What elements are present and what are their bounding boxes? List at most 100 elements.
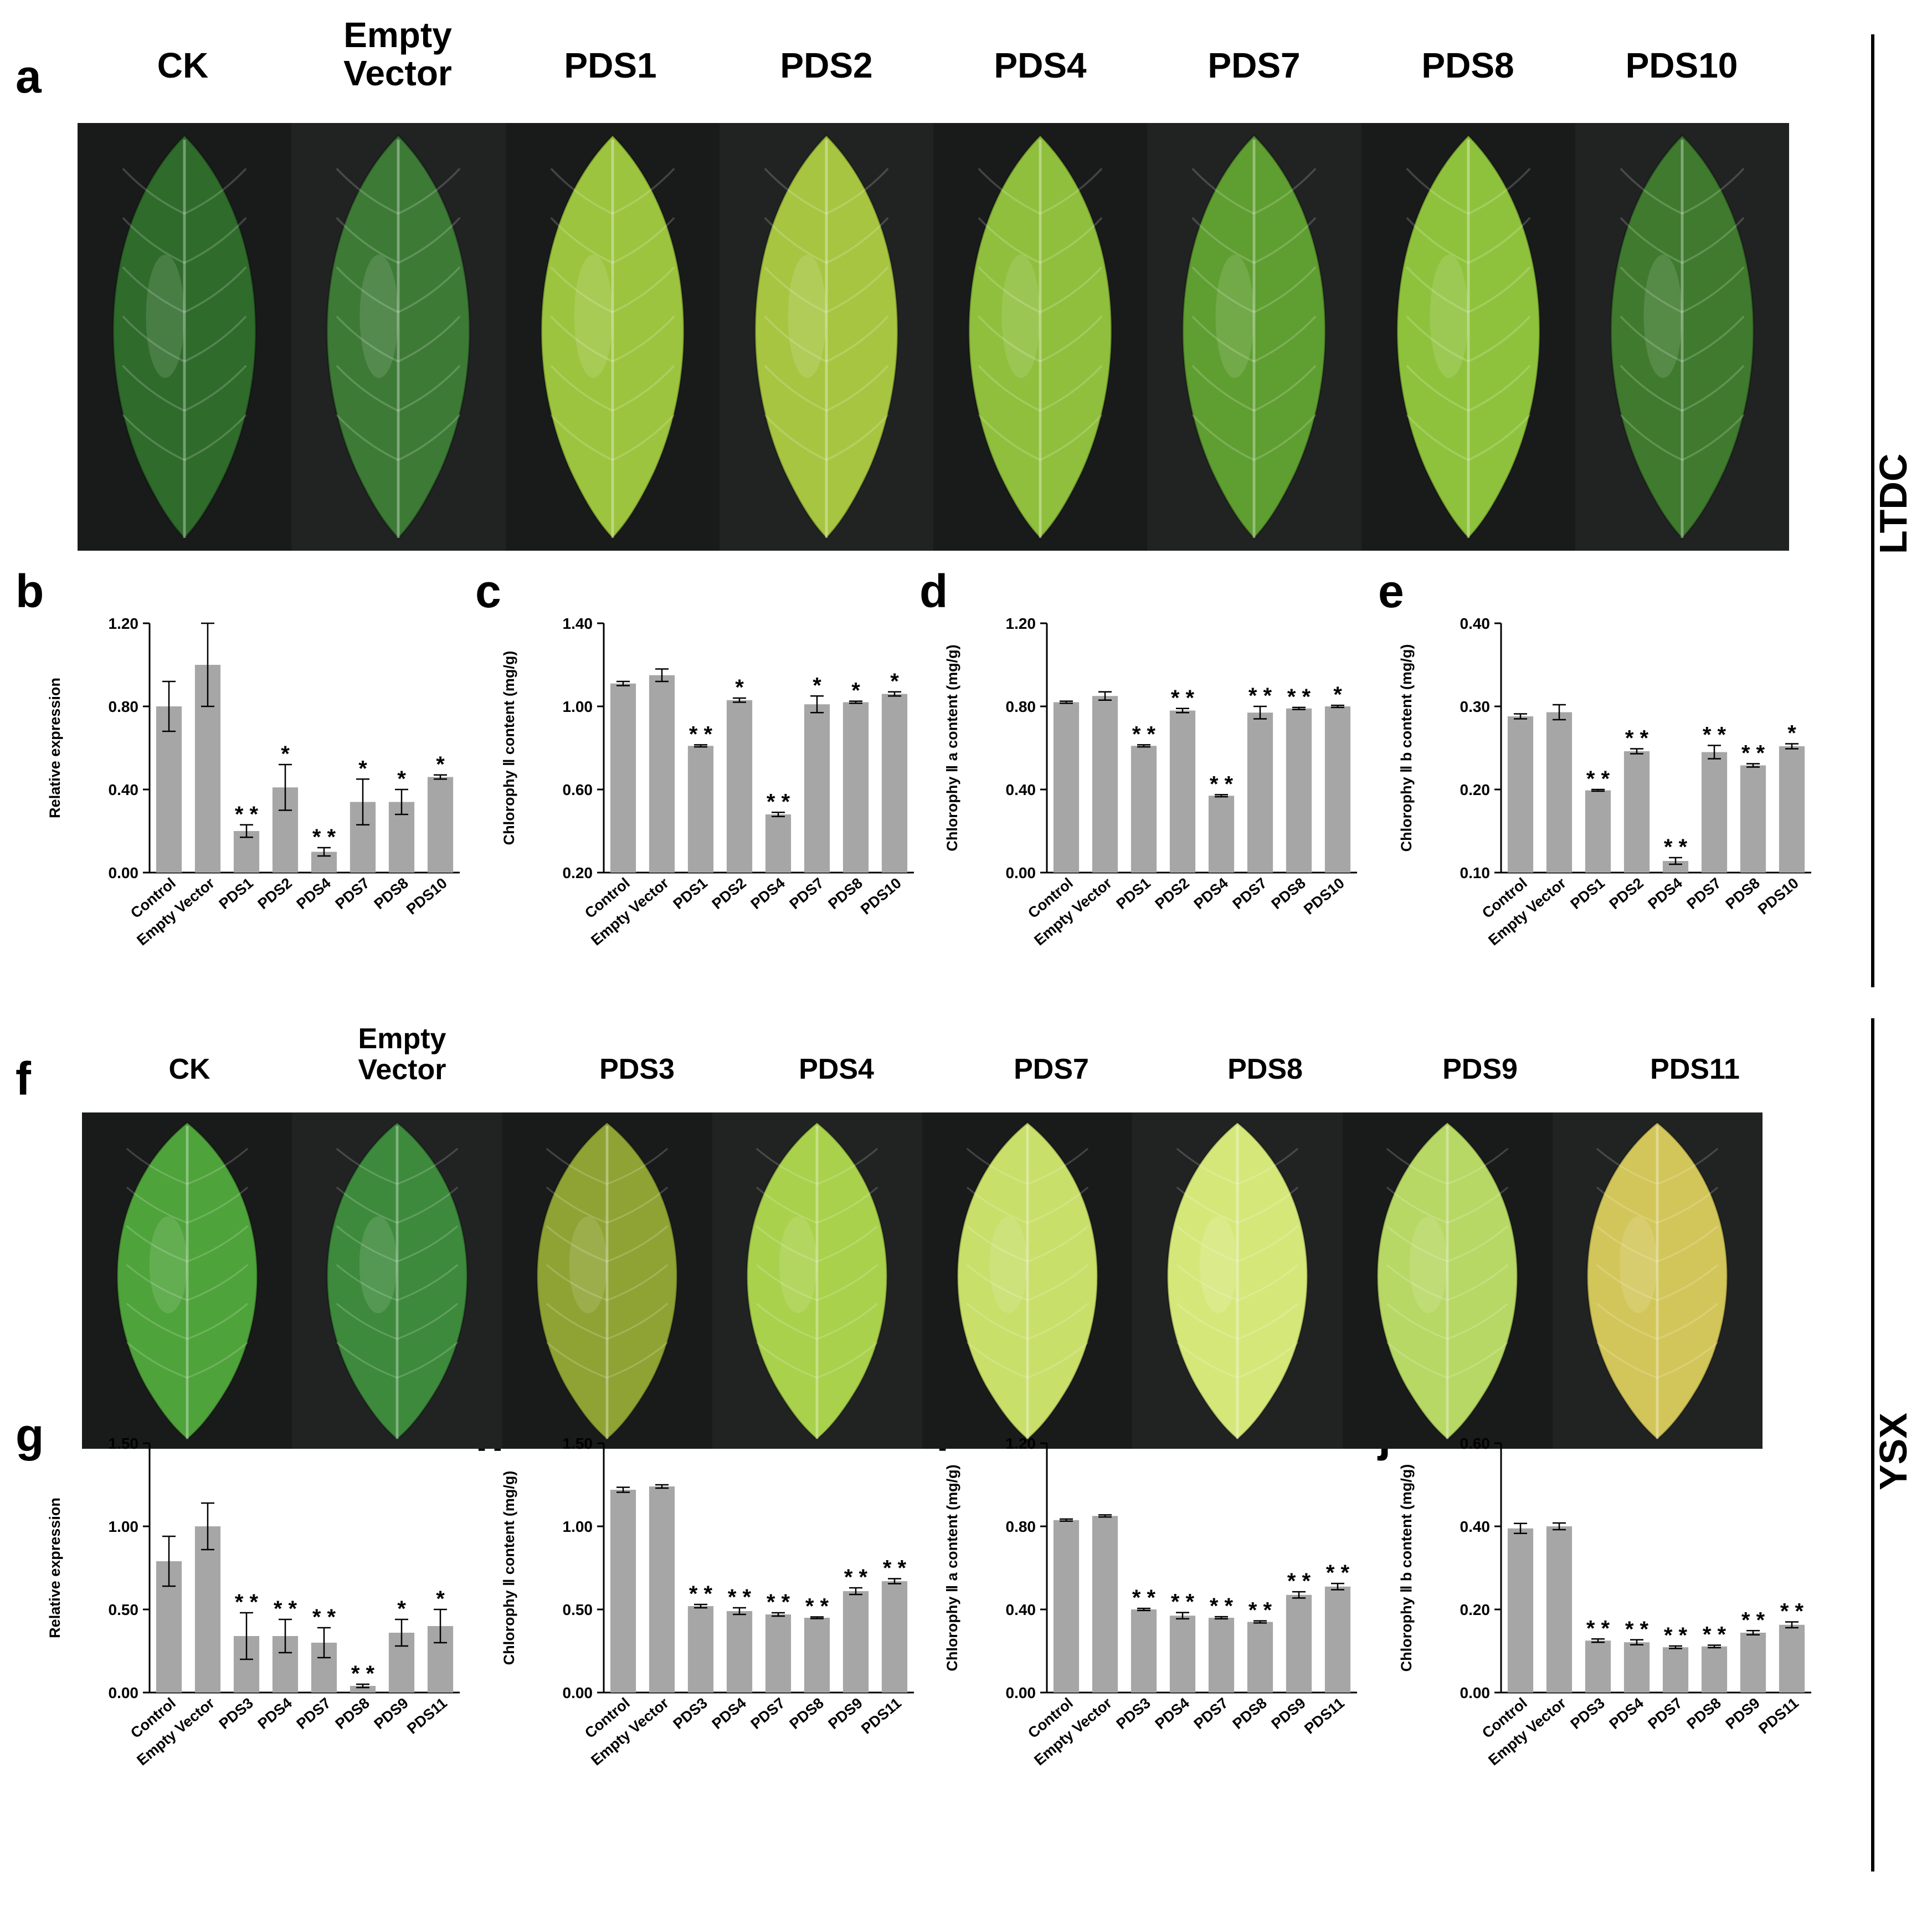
y-axis-label: Relative expression [47, 1498, 63, 1638]
y-tick-label: 1.00 [563, 1518, 593, 1535]
panel-letter-a: a [16, 50, 42, 102]
significance-mark: * * [274, 1597, 297, 1621]
significance-mark: * [397, 1597, 406, 1621]
x-tick-label: PDS3 [670, 1695, 711, 1732]
y-tick-label: 0.60 [1460, 1435, 1491, 1452]
y-axis-label: Chlorophy Ⅱ content (mg/g) [501, 651, 517, 845]
ysx-leaf-1 [292, 1112, 502, 1449]
leaf-label-bottom-6: PDS9 [1442, 1053, 1518, 1085]
ysx-leaf-5 [1132, 1112, 1343, 1449]
x-tick-label: PDS10 [857, 875, 905, 918]
significance-mark: * * [235, 1590, 259, 1614]
y-axis-label: Chlorophy Ⅱ content (mg/g) [501, 1471, 517, 1665]
significance-mark: * * [1664, 835, 1688, 859]
leaf-label-bottom-3: PDS4 [799, 1053, 874, 1085]
significance-mark: * [1787, 721, 1796, 746]
x-tick-label: PDS2 [709, 875, 749, 912]
x-tick-label: PDS1 [1113, 875, 1154, 912]
y-tick-label: 0.40 [1460, 615, 1491, 632]
y-tick-label: 0.50 [109, 1601, 139, 1618]
y-tick-label: 0.10 [1460, 864, 1491, 881]
x-tick-label: PDS8 [1230, 1695, 1270, 1732]
ltdc-leaf-3 [719, 123, 933, 551]
significance-mark: * [890, 669, 899, 694]
x-tick-label: PDS7 [294, 1695, 334, 1732]
bar-control [1507, 716, 1534, 873]
y-tick-label: 1.20 [109, 615, 139, 632]
significance-mark: * * [1287, 685, 1311, 709]
significance-mark: * [436, 752, 445, 777]
bar-control [156, 706, 182, 873]
y-tick-label: 0.80 [1006, 698, 1036, 715]
y-axis-label: Chlorophy Ⅱ b content (mg/g) [1398, 644, 1415, 852]
bar-pds7 [1662, 1647, 1689, 1693]
ysx-leaf-6 [1342, 1112, 1553, 1449]
significance-mark: * * [1210, 1594, 1234, 1618]
bar-pds11 [1324, 1586, 1351, 1693]
bar-pds4 [1623, 1642, 1650, 1693]
y-tick-label: 0.00 [1006, 1684, 1036, 1701]
x-tick-label: PDS11 [404, 1695, 450, 1737]
significance-mark: * * [767, 789, 790, 814]
x-tick-label: PDS7 [1230, 875, 1270, 912]
ysx-leaf-3 [712, 1112, 922, 1449]
y-axis-label: Chlorophy Ⅱ a content (mg/g) [944, 1464, 960, 1671]
x-tick-label: PDS4 [1191, 875, 1231, 912]
bar-pds9 [842, 1591, 869, 1693]
bar-empty-vector [649, 1486, 675, 1693]
significance-mark: * * [689, 722, 713, 746]
x-tick-label: PDS11 [1755, 1695, 1802, 1737]
bar-control [1507, 1528, 1534, 1693]
x-tick-label: PDS4 [748, 875, 788, 912]
bar-pds4 [765, 814, 792, 873]
significance-mark: * [1333, 683, 1342, 707]
significance-mark: * * [1132, 1586, 1156, 1610]
panel-letter-c: c [475, 565, 501, 617]
x-tick-label: PDS3 [1568, 1695, 1608, 1732]
bar-pds8 [804, 1618, 830, 1693]
bar-pds1 [687, 746, 714, 873]
significance-mark: * * [1703, 1623, 1727, 1647]
leaf-label-bottom-2: PDS3 [599, 1053, 675, 1085]
x-tick-label: PDS2 [1606, 875, 1647, 912]
x-tick-label: PDS7 [1645, 1695, 1686, 1732]
bar-pds11 [1779, 1624, 1805, 1693]
bar-empty-vector [649, 675, 675, 873]
y-tick-label: 0.40 [1006, 1601, 1036, 1618]
x-tick-label: PDS4 [255, 1695, 295, 1732]
x-tick-label: PDS2 [255, 875, 295, 912]
side-rule-bottom [1871, 1018, 1874, 1871]
x-tick-label: PDS3 [1113, 1695, 1154, 1732]
x-tick-label: PDS3 [216, 1695, 256, 1732]
bar-pds11 [881, 1581, 908, 1693]
significance-mark: * * [1586, 1616, 1610, 1640]
chart-chlorophyll-ltdc: Chlorophy Ⅱ content (mg/g) 0.20 0.60 1.00 1.… [501, 615, 914, 949]
y-tick-label: 1.50 [109, 1435, 139, 1452]
y-tick-label: 1.20 [1006, 1435, 1036, 1452]
chart-chlorophyll-b-ysx: Chlorophy Ⅱ b content (mg/g) 0.00 0.20 0.40… [1398, 1435, 1811, 1769]
ysx-leaf-4 [922, 1112, 1133, 1449]
leaf-label-top-7: PDS10 [1625, 45, 1738, 85]
y-tick-label: 0.40 [109, 781, 139, 798]
y-tick-label: 1.00 [563, 698, 593, 715]
ltdc-leaf-4 [933, 123, 1148, 551]
ysx-leaf-2 [502, 1112, 712, 1449]
y-tick-label: 0.80 [109, 698, 139, 715]
ltdc-leaf-2 [505, 123, 720, 551]
bar-pds3 [687, 1606, 714, 1693]
bar-empty-vector [1546, 1526, 1573, 1693]
significance-mark: * * [1741, 741, 1765, 766]
x-tick-label: PDS10 [1301, 875, 1348, 918]
panel-letter-e: e [1378, 565, 1404, 617]
bar-pds10 [427, 777, 454, 873]
x-tick-label: PDS10 [403, 875, 450, 918]
bar-pds7 [765, 1614, 792, 1693]
chart-relative-expression-ltdc: Relative expression0.000.400.801.20Contr… [47, 615, 460, 949]
y-tick-label: 0.00 [1460, 1684, 1491, 1701]
bar-pds3 [1585, 1640, 1611, 1693]
side-label-ysx: YSX [1872, 1412, 1915, 1491]
x-tick-label: PDS11 [858, 1695, 905, 1737]
bar-pds8 [842, 702, 869, 873]
significance-mark: * [735, 675, 744, 700]
bar-empty-vector [1092, 1516, 1118, 1693]
